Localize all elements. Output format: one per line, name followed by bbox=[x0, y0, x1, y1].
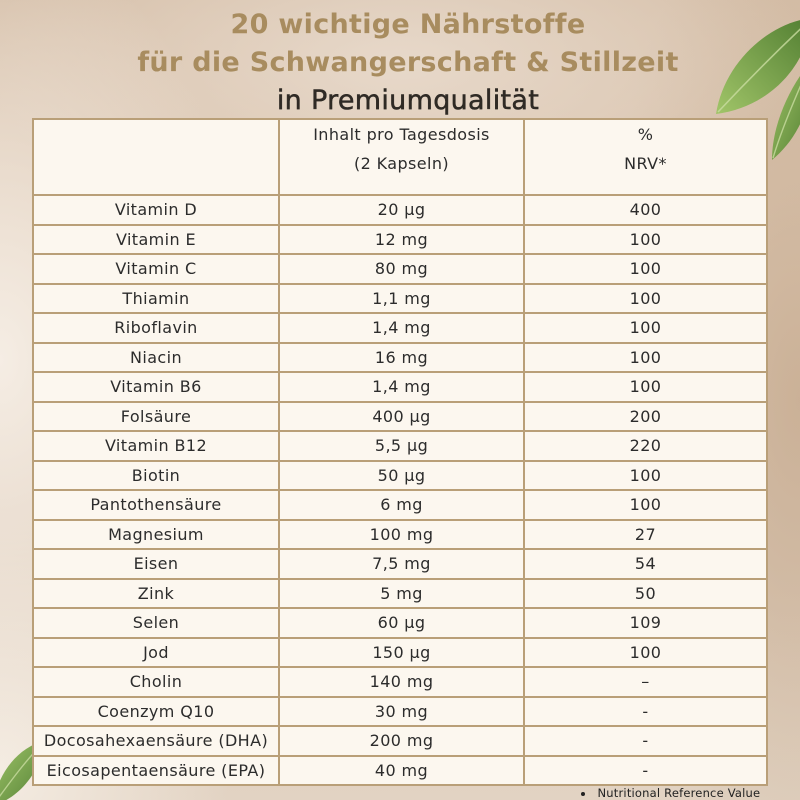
page-title: 20 wichtige Nährstoffe für die Schwanger… bbox=[16, 6, 800, 120]
nrv-percent-cell: 400 bbox=[523, 196, 766, 224]
daily-amount-cell: 40 mg bbox=[278, 756, 523, 784]
table-row: Pantothensäure 6 mg 100 bbox=[34, 489, 766, 519]
nutrient-name-cell: Vitamin B12 bbox=[104, 436, 208, 456]
nutrient-name-cell: Thiamin bbox=[122, 288, 190, 308]
header-amount-cell: Inhalt pro Tagesdosis (2 Kapseln) bbox=[278, 120, 523, 194]
table-row: Zink 5 mg 50 bbox=[34, 577, 766, 607]
daily-amount-cell: 16 mg bbox=[278, 343, 523, 371]
nutrient-name-cell: Coenzym Q10 bbox=[97, 701, 215, 721]
table-row: Eicosapentaensäure (EPA) 40 mg - bbox=[34, 754, 766, 784]
nutrient-name-cell: Riboflavin bbox=[114, 318, 198, 338]
nrv-percent-cell: 100 bbox=[523, 225, 766, 253]
daily-amount-cell: 30 mg bbox=[278, 697, 523, 725]
daily-amount-cell: 50 µg bbox=[278, 461, 523, 489]
daily-amount-cell: 20 µg bbox=[278, 196, 523, 224]
footnote-item: Nutritional Reference Value bbox=[581, 787, 761, 799]
table-row: Coenzym Q10 30 mg - bbox=[34, 695, 766, 725]
nrv-percent-cell: – bbox=[523, 668, 766, 696]
table-row: Niacin 16 mg 100 bbox=[34, 341, 766, 371]
daily-amount-cell: 1,4 mg bbox=[278, 373, 523, 401]
daily-amount-cell: 6 mg bbox=[278, 491, 523, 519]
nrv-percent-cell: 27 bbox=[523, 520, 766, 548]
daily-amount-cell: 400 µg bbox=[278, 402, 523, 430]
nrv-percent-cell: 100 bbox=[523, 461, 766, 489]
nrv-percent-cell: 109 bbox=[523, 609, 766, 637]
nrv-percent-cell: 100 bbox=[523, 284, 766, 312]
nrv-percent-cell: - bbox=[523, 756, 766, 784]
table-row: Selen 60 µg 109 bbox=[34, 607, 766, 637]
nutrient-name-cell: Eicosapentaensäure (EPA) bbox=[46, 760, 266, 780]
nutrient-name-cell: Zink bbox=[137, 583, 175, 603]
title-line-2: für die Schwangerschaft & Stillzeit bbox=[137, 47, 679, 78]
daily-amount-cell: 12 mg bbox=[278, 225, 523, 253]
header-nutrient-cell bbox=[34, 120, 278, 194]
nrv-percent-cell: 50 bbox=[523, 579, 766, 607]
nrv-percent-cell: 100 bbox=[523, 373, 766, 401]
nrv-percent-cell: 54 bbox=[523, 550, 766, 578]
table-row: Docosahexaensäure (DHA) 200 mg - bbox=[34, 725, 766, 755]
nutrient-name-cell: Biotin bbox=[131, 465, 181, 485]
nrv-percent-cell: 100 bbox=[523, 255, 766, 283]
header-nrv-line-2: NRV* bbox=[624, 154, 667, 173]
nutrient-table: Inhalt pro Tagesdosis (2 Kapseln) % NRV*… bbox=[32, 118, 768, 786]
daily-amount-cell: 7,5 mg bbox=[278, 550, 523, 578]
nutrient-name-cell: Folsäure bbox=[120, 406, 192, 426]
table-body: Vitamin D 20 µg 400 Vitamin E 12 mg 100 Vitami… bbox=[34, 194, 766, 784]
table-row: Biotin 50 µg 100 bbox=[34, 459, 766, 489]
nrv-percent-cell: 220 bbox=[523, 432, 766, 460]
nutrient-name-cell: Magnesium bbox=[108, 524, 204, 544]
nrv-percent-cell: - bbox=[523, 727, 766, 755]
nutrient-name-cell: Vitamin C bbox=[115, 259, 197, 279]
nutrient-name-cell: Pantothensäure bbox=[90, 495, 222, 515]
table-row: Folsäure 400 µg 200 bbox=[34, 400, 766, 430]
nutrient-name-cell: Cholin bbox=[129, 672, 183, 692]
header-amount-line-2: (2 Kapseln) bbox=[353, 154, 450, 173]
daily-amount-cell: 1,4 mg bbox=[278, 314, 523, 342]
table-row: Vitamin B12 5,5 µg 220 bbox=[34, 430, 766, 460]
nrv-percent-cell: 100 bbox=[523, 491, 766, 519]
table-row: Vitamin E 12 mg 100 bbox=[34, 223, 766, 253]
table-row: Magnesium 100 mg 27 bbox=[34, 518, 766, 548]
table-header-row: Inhalt pro Tagesdosis (2 Kapseln) % NRV* bbox=[34, 120, 766, 194]
header-amount-line-1: Inhalt pro Tagesdosis bbox=[313, 125, 490, 144]
table-row: Vitamin C 80 mg 100 bbox=[34, 253, 766, 283]
nutrient-name-cell: Niacin bbox=[129, 347, 182, 367]
header-nrv-line-1: % bbox=[637, 125, 654, 144]
title-line-3: in Premiumqualität bbox=[276, 85, 540, 117]
nrv-percent-cell: 100 bbox=[523, 343, 766, 371]
daily-amount-cell: 80 mg bbox=[278, 255, 523, 283]
nutrient-name-cell: Vitamin B6 bbox=[110, 377, 202, 397]
nutrient-name-cell: Docosahexaensäure (DHA) bbox=[43, 731, 269, 751]
header-nrv-cell: % NRV* bbox=[523, 120, 766, 194]
nrv-percent-cell: - bbox=[523, 697, 766, 725]
daily-amount-cell: 5,5 µg bbox=[278, 432, 523, 460]
daily-amount-cell: 5 mg bbox=[278, 579, 523, 607]
table-row: Vitamin D 20 µg 400 bbox=[34, 194, 766, 224]
daily-amount-cell: 1,1 mg bbox=[278, 284, 523, 312]
table-row: Cholin 140 mg – bbox=[34, 666, 766, 696]
nutrient-name-cell: Vitamin E bbox=[115, 229, 197, 249]
table-row: Eisen 7,5 mg 54 bbox=[34, 548, 766, 578]
daily-amount-cell: 150 µg bbox=[278, 638, 523, 666]
nrv-percent-cell: 100 bbox=[523, 314, 766, 342]
nutrient-name-cell: Vitamin D bbox=[114, 200, 198, 220]
table-row: Vitamin B6 1,4 mg 100 bbox=[34, 371, 766, 401]
table-row: Jod 150 µg 100 bbox=[34, 636, 766, 666]
title-line-1: 20 wichtige Nährstoffe bbox=[230, 9, 586, 40]
nutrient-name-cell: Jod bbox=[143, 642, 169, 662]
nrv-percent-cell: 200 bbox=[523, 402, 766, 430]
table-row: Thiamin 1,1 mg 100 bbox=[34, 282, 766, 312]
nrv-percent-cell: 100 bbox=[523, 638, 766, 666]
daily-amount-cell: 60 µg bbox=[278, 609, 523, 637]
daily-amount-cell: 100 mg bbox=[278, 520, 523, 548]
footnote: Nutritional Reference Value bbox=[581, 787, 761, 799]
nutrient-name-cell: Eisen bbox=[133, 554, 179, 574]
daily-amount-cell: 200 mg bbox=[278, 727, 523, 755]
nutrient-name-cell: Selen bbox=[132, 613, 180, 633]
daily-amount-cell: 140 mg bbox=[278, 668, 523, 696]
table-row: Riboflavin 1,4 mg 100 bbox=[34, 312, 766, 342]
